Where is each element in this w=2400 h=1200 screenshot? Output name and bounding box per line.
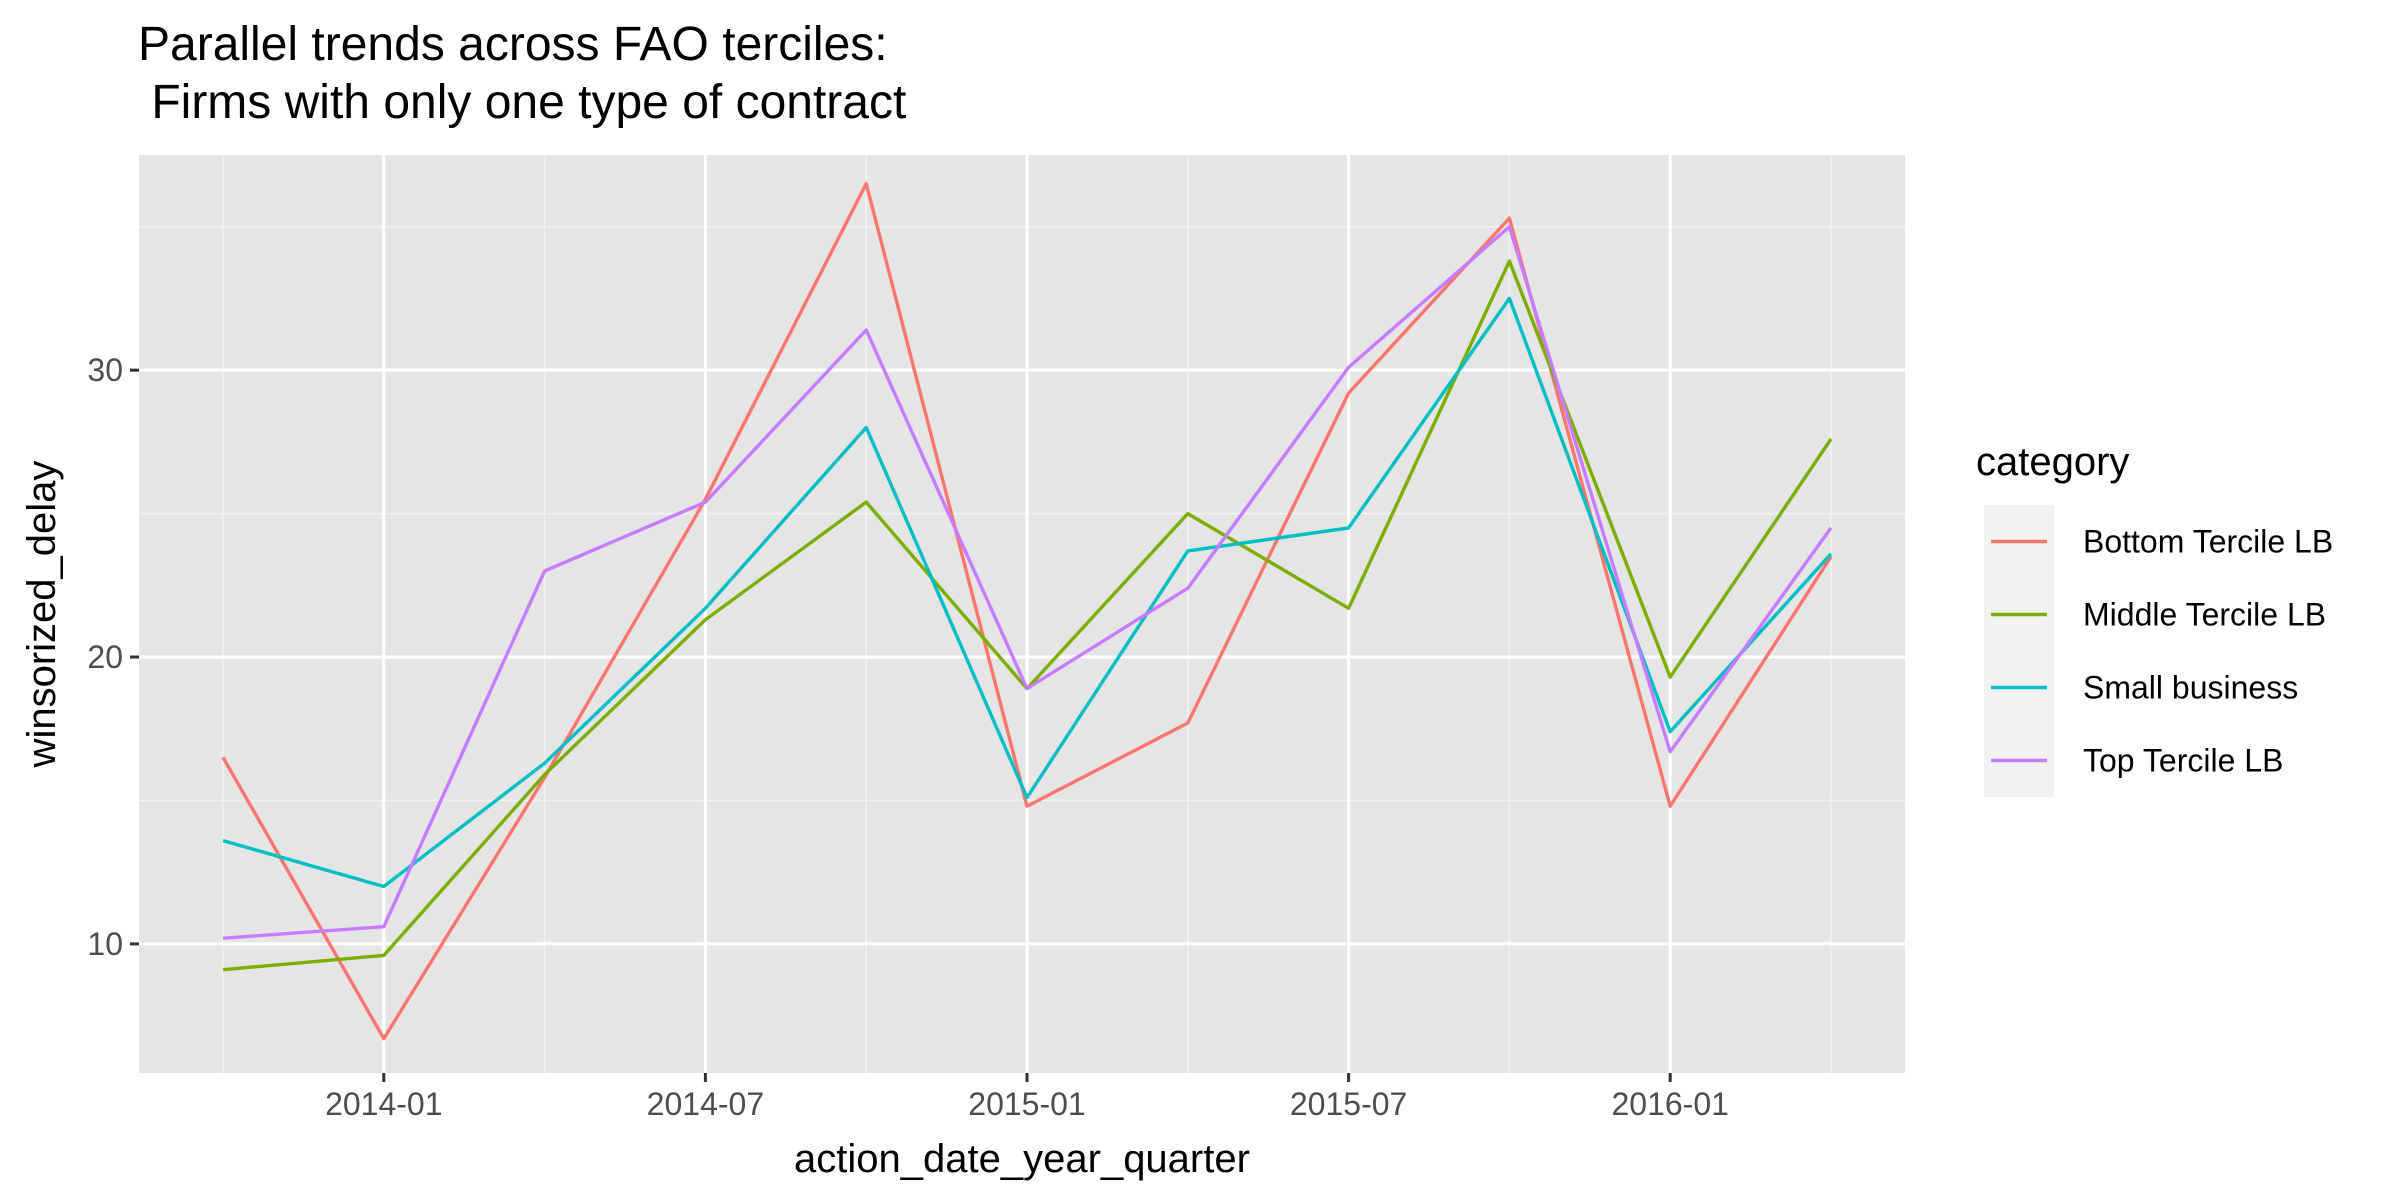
legend-title: category <box>1976 440 2129 484</box>
series-line-small-business <box>222 296 1833 889</box>
series-line-bottom-tercile-lb <box>221 181 1833 1041</box>
chart-title-line-1: Parallel trends across FAO terciles: <box>138 18 888 71</box>
x-tick-label: 2015-01 <box>968 1086 1085 1122</box>
grid-major <box>139 155 1905 1073</box>
plot-panel <box>139 155 1905 1073</box>
y-axis-title: winsorized_delay <box>20 461 64 769</box>
legend-label: Middle Tercile LB <box>2083 597 2326 633</box>
chart-title-line-2: Firms with only one type of contract <box>138 76 906 129</box>
y-tick-label: 20 <box>87 639 123 675</box>
x-tick-label: 2014-01 <box>325 1086 442 1122</box>
x-axis-ticks: 2014-01 2014-07 2015-01 2015-07 2016-01 <box>325 1073 1729 1122</box>
y-tick-label: 10 <box>87 926 123 962</box>
legend: category Bottom Tercile LB Middle Tercile… <box>1976 440 2333 797</box>
y-axis-ticks: 10 20 30 <box>87 352 139 962</box>
legend-items: Bottom Tercile LB Middle Tercile LB Small … <box>1984 505 2333 797</box>
legend-label: Bottom Tercile LB <box>2083 524 2333 560</box>
legend-label: Top Tercile LB <box>2083 743 2283 779</box>
x-tick-label: 2015-07 <box>1290 1086 1407 1122</box>
series-lines <box>221 181 1833 1041</box>
x-tick-label: 2016-01 <box>1611 1086 1728 1122</box>
y-tick-label: 30 <box>87 352 123 388</box>
x-axis-title: action_date_year_quarter <box>794 1137 1250 1181</box>
x-tick-label: 2014-07 <box>647 1086 764 1122</box>
legend-label: Small business <box>2083 670 2298 706</box>
grid-minor <box>139 155 1905 1073</box>
series-line-top-tercile-lb <box>222 224 1833 940</box>
chart-title: Parallel trends across FAO terciles: Fir… <box>138 18 906 129</box>
